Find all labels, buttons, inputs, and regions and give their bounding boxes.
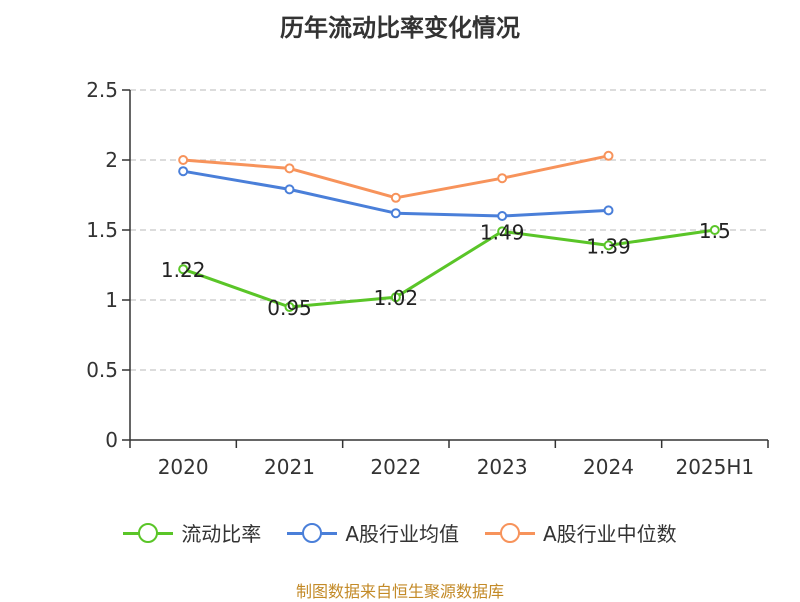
y-tick-label: 2 [105,148,118,172]
legend-item-current-ratio[interactable]: 流动比率 [123,518,261,547]
series-point-current_ratio [178,264,189,275]
legend-item-industry-avg[interactable]: A股行业均值 [287,518,459,547]
y-tick-label: 2.5 [86,78,118,102]
series-point-industry_avg [390,208,401,219]
x-tick-label: 2022 [370,455,421,479]
chart-title: 历年流动比率变化情况 [280,14,520,42]
series-point-current_ratio [284,302,295,312]
data-label: 0.95 [267,296,312,320]
series-line-industry_median [183,154,609,200]
legend-label-industry-avg: A股行业均值 [345,522,459,546]
x-tick-label: 2020 [158,455,209,479]
legend-marker-industry-avg [287,522,338,543]
data-label: 1.5 [699,219,731,243]
source-note: 制图数据来自恒生聚源数据库 [295,582,504,601]
legend-marker-current-ratio [123,522,174,543]
series-point-current_ratio [497,226,508,237]
y-tick-label: 1.5 [86,218,118,242]
series-point-industry_median [603,150,614,161]
legend-label-current-ratio: 流动比率 [181,522,262,546]
y-tick-label: 1 [105,288,118,312]
legend: 流动比率 A股行业均值 A股行业中位数 [0,518,800,547]
series-point-industry_median [497,173,508,184]
series-point-current_ratio [390,292,401,303]
legend-item-industry-median[interactable]: A股行业中位数 [485,518,677,547]
x-tick-label: 2024 [583,455,634,479]
data-label: 1.39 [586,234,631,258]
series-point-current_ratio [603,240,614,251]
series-point-industry_median [178,155,189,165]
series-line-current_ratio [182,228,716,309]
series-point-industry_avg [603,205,614,216]
data-label: 1.22 [161,258,206,282]
series-point-industry_avg [178,166,189,177]
legend-label-industry-median: A股行业中位数 [543,522,677,546]
x-tick-label: 2023 [477,455,528,479]
x-tick-label: 2021 [264,455,315,479]
y-tick-label: 0 [105,428,118,452]
series-point-industry_avg [284,184,295,195]
data-label: 1.49 [480,220,525,244]
series-point-industry_median [284,163,295,174]
x-tick-label: 2025H1 [675,455,754,479]
y-tick-label: 0.5 [86,358,118,382]
legend-marker-industry-median [485,522,535,543]
data-label: 1.02 [374,286,419,310]
series-point-current_ratio [709,225,720,235]
series-point-industry_avg [497,211,508,221]
series-point-industry_median [390,192,401,203]
